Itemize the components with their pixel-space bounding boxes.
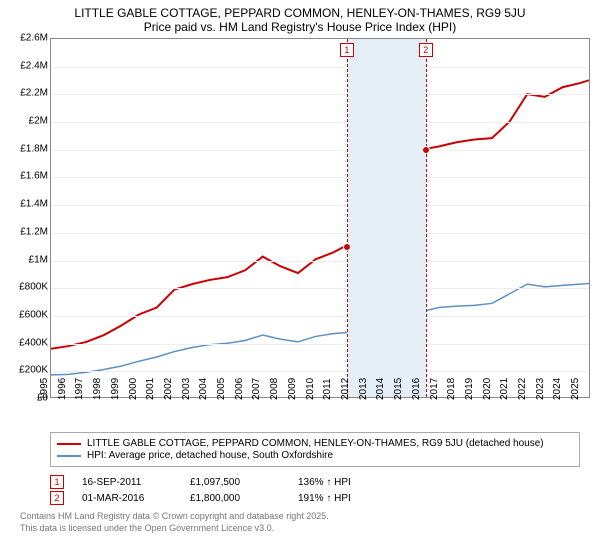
legend-swatch xyxy=(57,443,81,445)
x-tick: 2003 xyxy=(181,378,192,400)
gridline xyxy=(51,371,589,372)
x-tick: 1996 xyxy=(57,378,68,400)
transaction-marker: 2 xyxy=(50,491,64,505)
y-tick: £2M xyxy=(29,116,48,127)
series-line xyxy=(51,80,589,349)
gridline xyxy=(51,150,589,151)
transaction-date: 01-MAR-2016 xyxy=(82,493,172,504)
gridline xyxy=(51,177,589,178)
x-tick: 2014 xyxy=(375,378,386,400)
x-tick: 2023 xyxy=(535,378,546,400)
transaction-date: 16-SEP-2011 xyxy=(82,477,172,488)
x-tick: 1999 xyxy=(110,378,121,400)
chart-container: LITTLE GABLE COTTAGE, PEPPARD COMMON, HE… xyxy=(0,0,600,544)
x-tick: 2004 xyxy=(198,378,209,400)
gridline xyxy=(51,233,589,234)
legend-item: LITTLE GABLE COTTAGE, PEPPARD COMMON, HE… xyxy=(57,438,573,449)
transaction-table: 1 16-SEP-2011 £1,097,500 136% ↑ HPI 2 01-MAR-… xyxy=(50,475,580,505)
legend-item: HPI: Average price, detached house, Sout… xyxy=(57,450,573,461)
gridline xyxy=(51,94,589,95)
y-tick: £400K xyxy=(19,337,48,348)
x-tick: 2005 xyxy=(216,378,227,400)
x-tick: 2020 xyxy=(481,378,492,400)
legend-label: LITTLE GABLE COTTAGE, PEPPARD COMMON, HE… xyxy=(87,438,544,449)
gridline xyxy=(51,288,589,289)
y-tick: £1M xyxy=(29,254,48,265)
x-tick: 2016 xyxy=(411,378,422,400)
x-tick: 2019 xyxy=(464,378,475,400)
chart-subtitle: Price paid vs. HM Land Registry's House … xyxy=(10,20,590,34)
x-tick: 2022 xyxy=(517,378,528,400)
chart-title: LITTLE GABLE COTTAGE, PEPPARD COMMON, HE… xyxy=(10,6,590,20)
y-tick: £800K xyxy=(19,282,48,293)
gridline xyxy=(51,67,589,68)
x-tick: 1998 xyxy=(92,378,103,400)
vline xyxy=(347,39,348,397)
x-tick: 1997 xyxy=(74,378,85,400)
shaded-band xyxy=(347,39,426,397)
x-tick: 1995 xyxy=(39,378,50,400)
plot-area: 12 xyxy=(50,38,590,398)
chart-area: £0£200K£400K£600K£800K£1M£1.2M£1.4M£1.6M… xyxy=(10,38,590,398)
x-tick: 2001 xyxy=(145,378,156,400)
x-tick: 2021 xyxy=(499,378,510,400)
x-tick: 2007 xyxy=(251,378,262,400)
transaction-pct: 136% ↑ HPI xyxy=(298,477,388,488)
transaction-price: £1,800,000 xyxy=(190,493,280,504)
vline-label: 2 xyxy=(419,43,433,57)
y-tick: £600K xyxy=(19,309,48,320)
series-line xyxy=(51,283,589,374)
vline xyxy=(426,39,427,397)
x-tick: 2011 xyxy=(323,378,334,400)
x-tick: 2012 xyxy=(340,378,351,400)
x-tick: 2017 xyxy=(428,378,439,400)
y-tick: £1.6M xyxy=(20,171,48,182)
data-point xyxy=(343,243,351,251)
gridline xyxy=(51,344,589,345)
transaction-price: £1,097,500 xyxy=(190,477,280,488)
vline-label: 1 xyxy=(340,43,354,57)
legend: LITTLE GABLE COTTAGE, PEPPARD COMMON, HE… xyxy=(50,432,580,467)
x-tick: 2008 xyxy=(269,378,280,400)
x-tick: 2000 xyxy=(127,378,138,400)
x-tick: 2002 xyxy=(163,378,174,400)
transaction-row: 2 01-MAR-2016 £1,800,000 191% ↑ HPI xyxy=(50,491,580,505)
x-axis: 1995199619971998199920002001200220032004… xyxy=(50,398,590,426)
x-tick: 2025 xyxy=(570,378,581,400)
y-tick: £1.8M xyxy=(20,143,48,154)
data-point xyxy=(422,146,430,154)
y-tick: £2.6M xyxy=(20,33,48,44)
y-tick: £200K xyxy=(19,365,48,376)
gridline xyxy=(51,261,589,262)
legend-label: HPI: Average price, detached house, Sout… xyxy=(87,450,333,461)
y-tick: £2.2M xyxy=(20,88,48,99)
x-tick: 2009 xyxy=(287,378,298,400)
x-tick: 2018 xyxy=(446,378,457,400)
y-tick: £1.4M xyxy=(20,199,48,210)
gridline xyxy=(51,122,589,123)
transaction-pct: 191% ↑ HPI xyxy=(298,493,388,504)
gridline xyxy=(51,316,589,317)
transaction-marker: 1 xyxy=(50,475,64,489)
transaction-row: 1 16-SEP-2011 £1,097,500 136% ↑ HPI xyxy=(50,475,580,489)
x-tick: 2024 xyxy=(552,378,563,400)
footer-line-2: This data is licensed under the Open Gov… xyxy=(20,523,580,535)
y-tick: £1.2M xyxy=(20,226,48,237)
y-tick: £2.4M xyxy=(20,60,48,71)
x-tick: 2006 xyxy=(234,378,245,400)
x-tick: 2013 xyxy=(358,378,369,400)
footer: Contains HM Land Registry data © Crown c… xyxy=(20,511,580,534)
legend-swatch xyxy=(57,455,81,457)
y-axis: £0£200K£400K£600K£800K£1M£1.2M£1.4M£1.6M… xyxy=(10,38,50,398)
gridline xyxy=(51,205,589,206)
footer-line-1: Contains HM Land Registry data © Crown c… xyxy=(20,511,580,523)
x-tick: 2010 xyxy=(304,378,315,400)
x-tick: 2015 xyxy=(393,378,404,400)
